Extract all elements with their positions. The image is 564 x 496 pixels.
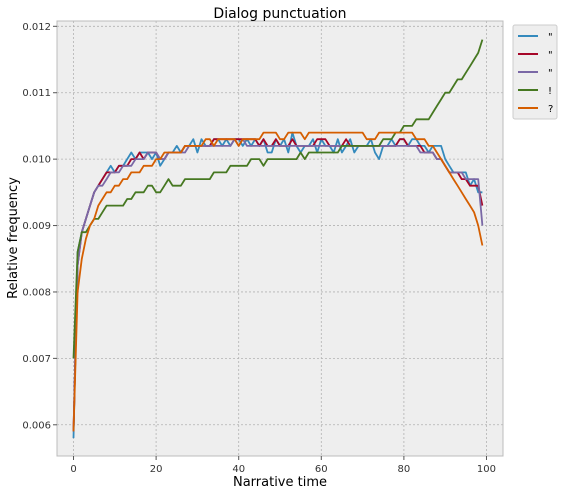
chart-title: Dialog punctuation [213, 6, 346, 22]
legend-label: " [548, 68, 553, 79]
legend-label: ? [548, 104, 553, 115]
plot-area [57, 21, 503, 456]
y-axis-label: Relative frequency [6, 177, 21, 299]
x-tick-label: 40 [232, 464, 245, 475]
axis-ticks: 0 20 40 60 80 100 0.006 0.007 0.008 0.009 0.010 0.0… [22, 22, 496, 475]
x-axis-label: Narrative time [233, 475, 327, 490]
series-line-4 [72, 39, 484, 359]
x-tick-label: 80 [398, 464, 411, 475]
legend-label: " [548, 32, 553, 43]
plot-frame [56, 20, 504, 457]
x-tick-label: 60 [315, 464, 328, 475]
legend-label: ! [548, 86, 552, 97]
x-tick-label: 20 [150, 464, 163, 475]
series-line-5 [72, 131, 484, 432]
x-tick-label: 100 [477, 464, 496, 475]
y-tick-label: 0.011 [22, 88, 51, 99]
y-tick-label: 0.009 [22, 221, 51, 232]
grid [57, 21, 503, 456]
legend: " " "!? [512, 24, 558, 120]
series-lines [72, 39, 484, 439]
y-tick-label: 0.012 [22, 22, 51, 33]
y-tick-label: 0.008 [22, 287, 51, 298]
y-tick-label: 0.007 [22, 354, 51, 365]
y-tick-label: 0.010 [22, 155, 51, 166]
y-tick-label: 0.006 [22, 420, 51, 431]
legend-label: " [548, 50, 553, 61]
x-tick-label: 0 [70, 464, 76, 475]
series-line-3 [72, 138, 484, 432]
